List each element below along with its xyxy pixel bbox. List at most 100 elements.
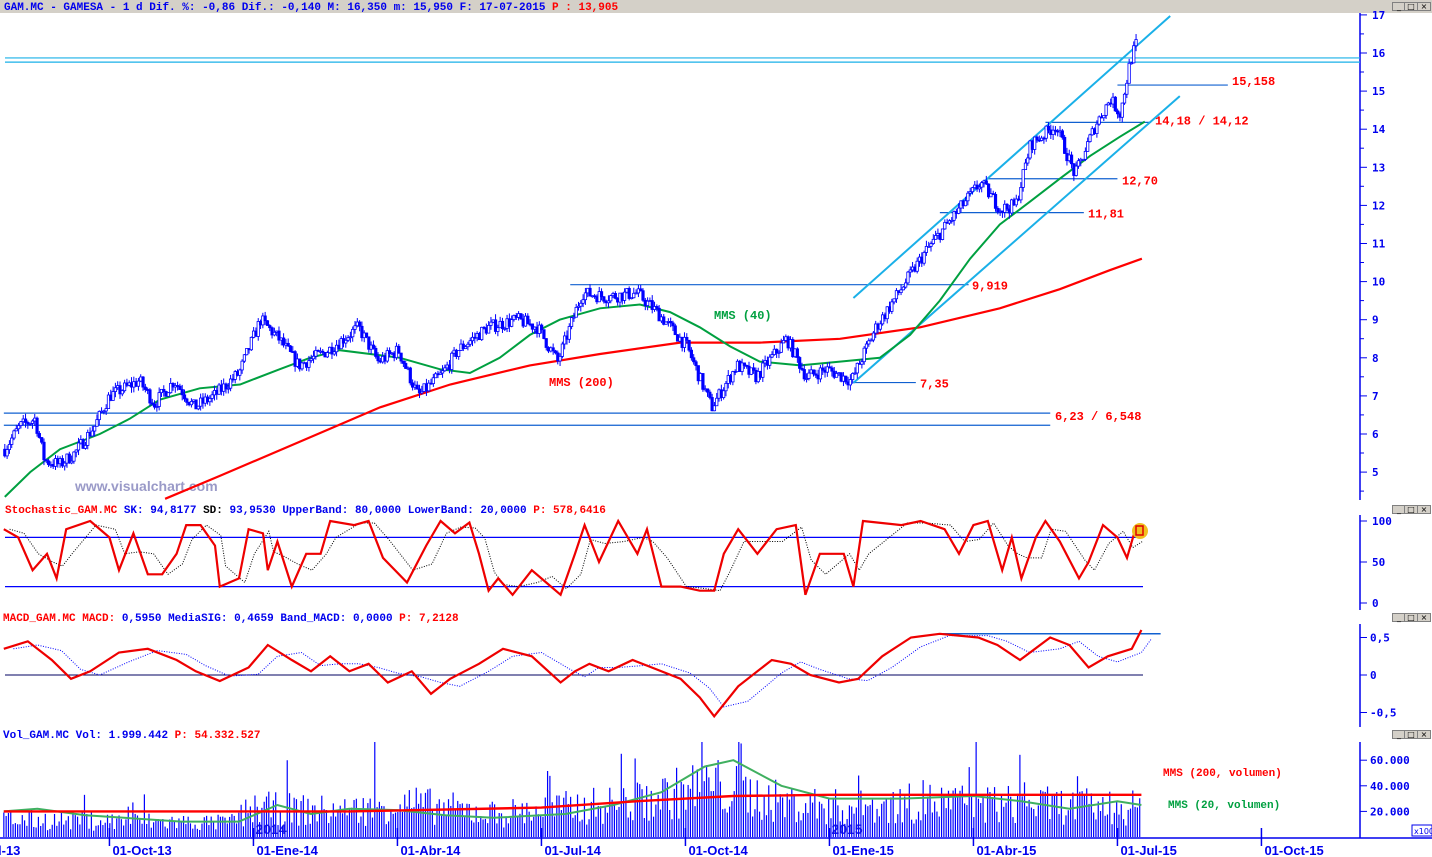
price-bar-body <box>915 260 919 272</box>
price-bar-body <box>526 315 530 325</box>
price-bar <box>470 332 475 347</box>
price-bar <box>749 367 753 376</box>
price-bar <box>1129 61 1134 65</box>
price-bar <box>844 375 848 385</box>
price-bar <box>420 385 424 395</box>
price-bar <box>825 362 829 377</box>
price-bar <box>963 196 968 207</box>
price-bar-body <box>646 300 650 307</box>
price-bar-body <box>1083 150 1087 160</box>
maximize-button[interactable]: □ <box>1404 505 1418 514</box>
price-bar <box>60 455 65 468</box>
price-bar-body <box>67 453 71 464</box>
price-bar-body <box>860 361 864 365</box>
maximize-button[interactable]: □ <box>1404 2 1418 11</box>
band-label: Band_MACD: <box>280 613 346 625</box>
macd-line <box>3 629 1143 719</box>
price-bar <box>1076 158 1081 169</box>
close-button[interactable]: × <box>1417 730 1431 739</box>
vol-y-tick-label: 60.000 <box>1370 754 1410 767</box>
maximize-button[interactable]: □ <box>1404 730 1418 739</box>
price-bar <box>489 316 493 330</box>
price-bar-body <box>189 401 194 406</box>
price-bar <box>977 183 981 193</box>
price-bar <box>708 389 712 400</box>
price-bar-body <box>1019 187 1023 201</box>
price-bar-body <box>1097 116 1101 125</box>
price-bar-body <box>42 441 46 461</box>
maximize-button[interactable]: □ <box>1404 613 1418 622</box>
close-icon: × <box>1420 613 1428 622</box>
price-bar <box>44 458 48 464</box>
price-bar <box>855 362 859 379</box>
price-bar <box>367 336 371 353</box>
price-bar-body <box>1035 136 1039 141</box>
x-tick-label: 01-Jul-14 <box>544 843 601 857</box>
price-bar-body <box>968 191 972 194</box>
price-bar <box>560 341 564 359</box>
close-button[interactable]: × <box>1417 613 1431 622</box>
price-bar <box>157 387 161 411</box>
price-bar <box>830 365 834 377</box>
price-bar-body <box>19 421 23 426</box>
price-bar <box>72 451 76 464</box>
price-bar <box>155 402 159 412</box>
price-bar-body <box>466 343 470 348</box>
price-bar <box>1033 136 1037 155</box>
price-bar <box>339 336 343 350</box>
price-bar-body <box>286 342 290 347</box>
price-bar-body <box>272 331 276 336</box>
price-bar <box>705 388 710 397</box>
price-bar <box>770 351 774 359</box>
price-bar-body <box>169 382 173 394</box>
price-bar <box>358 320 362 332</box>
price-bar-body <box>775 348 779 354</box>
price-bar-body <box>1060 130 1064 138</box>
price-bar-body <box>770 354 774 358</box>
price-bar <box>1026 153 1030 166</box>
price-bar-body <box>540 324 544 331</box>
price-bar <box>908 266 912 278</box>
price-bar <box>468 337 472 347</box>
volume-header: Vol_GAM.MC Vol: 1.999.442 P: 54.332.527 <box>3 730 261 742</box>
price-bar-body <box>899 289 903 294</box>
price-bar <box>761 359 765 383</box>
close-button[interactable]: × <box>1417 505 1431 514</box>
price-bar <box>143 383 147 393</box>
price-bar-body <box>1005 203 1009 210</box>
price-bar-body <box>673 325 677 336</box>
price-bar-body <box>1129 62 1134 65</box>
price-bar <box>798 356 802 374</box>
price-bar-body <box>1095 123 1099 134</box>
price-bar-body <box>834 373 839 378</box>
price-bar <box>309 354 313 363</box>
price-bar <box>957 203 961 215</box>
price-bar-body <box>931 238 935 244</box>
close-button[interactable]: × <box>1417 2 1431 11</box>
price-bar-body <box>1127 62 1131 84</box>
price-bar-body <box>579 302 583 307</box>
vol-value: 1.999.442 <box>109 730 168 742</box>
price-bar <box>583 287 588 305</box>
price-bar-body <box>710 397 714 412</box>
price-bar-body <box>208 398 212 403</box>
price-bar-body <box>694 361 698 367</box>
price-bar <box>450 351 454 374</box>
price-bar <box>927 241 931 248</box>
price-bar <box>952 210 956 226</box>
price-bar-body <box>881 314 885 325</box>
price-bar-body <box>957 207 961 214</box>
price-bar-body <box>821 367 825 371</box>
price-bar-body <box>397 345 401 354</box>
price-bar-body <box>922 252 926 264</box>
price-bar <box>519 313 523 320</box>
price-bar <box>35 416 39 437</box>
price-bar-body <box>558 355 562 362</box>
min: 15,950 <box>413 2 453 14</box>
price-bar-body <box>166 392 170 397</box>
macd-signal-line <box>13 635 1152 708</box>
price-bar <box>348 331 353 343</box>
price-bar-body <box>288 345 293 352</box>
price-bar-body <box>44 459 48 462</box>
price-bar <box>97 410 101 426</box>
